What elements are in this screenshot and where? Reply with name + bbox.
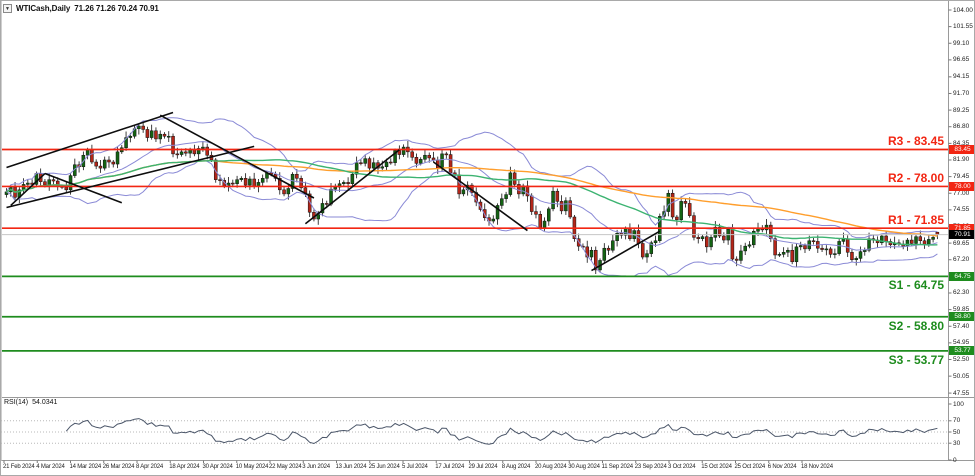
r2-level-label: R2 - 78.00 [887,171,944,186]
r1-price-tag: 71.85 [949,223,974,233]
price-tick-label: 86.80 [953,123,970,131]
current-price-tag: 70.91 [949,230,974,240]
date-tick-label: 4 Mar 2024 [36,464,65,470]
rsi-indicator-label: RSI(14) 54.0341 [4,399,57,406]
date-tick-label: 3 Oct 2024 [668,464,696,470]
price-tick-label: 89.25 [953,106,970,114]
r3-level-label: R3 - 83.45 [887,134,944,149]
price-tick-label: 54.95 [953,339,970,347]
date-tick-label: 30 Aug 2024 [568,464,600,470]
trend-line [6,145,255,209]
date-tick-label: 25 Jun 2024 [368,464,400,470]
trend-line [44,172,123,204]
date-tick-label: 17 Jul 2024 [435,464,465,470]
price-tick-label: 50.05 [953,372,970,380]
price-axis[interactable]: 104.00 101.55 99.10 96.65 94.15 91.70 89.25 86.… [949,1,974,464]
trend-line [591,230,661,272]
price-tick-label: 99.10 [953,39,970,47]
date-tick-label: 20 Aug 2024 [535,464,567,470]
price-tick-label: 62.30 [953,289,970,297]
collapse-button[interactable]: ▼ [3,3,12,13]
trend-line [304,149,400,225]
s1-level-label: S1 - 64.75 [888,278,944,293]
price-tick-label: 101.55 [953,23,973,31]
rsi-line [65,418,938,445]
rsi-tick-label: 70 [953,417,961,425]
price-tick-label: 74.55 [953,206,970,214]
rsi-value: 54.0341 [32,399,58,406]
date-tick-label: 5 Jul 2024 [402,464,428,470]
s1-price-tag: 64.75 [949,271,974,281]
price-tick-label: 67.20 [953,256,970,264]
date-tick-label: 25 Oct 2024 [734,464,766,470]
date-axis[interactable]: 21 Feb 2024 4 Mar 2024 14 Mar 2024 26 Mar 2… [1,461,974,475]
price-tick-label: 91.70 [953,89,970,97]
date-tick-label: 13 Jun 2024 [335,464,367,470]
date-tick-label: 18 Apr 2024 [169,464,200,470]
price-tick-label: 77.00 [953,189,970,197]
trend-line [6,111,174,169]
date-tick-label: 11 Sep 2024 [601,464,634,470]
price-tick-label: 59.85 [953,306,970,314]
r2-price-tag: 78.00 [949,181,974,191]
trend-line [10,172,46,207]
date-tick-label: 23 Sep 2024 [634,464,667,470]
date-tick-label: 3 Jun 2024 [302,464,330,470]
date-tick-label: 14 Mar 2024 [69,464,102,470]
rsi-tick-label: 0 [953,456,957,464]
price-tick-label: 84.35 [953,139,970,147]
date-tick-label: 10 May 2024 [235,464,269,470]
s2-level-label: S2 - 58.80 [888,318,944,333]
ohlc-quote-label: 71.26 71.26 70.24 70.91 [74,3,159,13]
price-tick-label: 57.40 [953,322,970,330]
price-tick-label: 94.15 [953,73,970,81]
pivot-level-labels: R3 - 83.45 R2 - 78.00 R1 - 71.85 S1 - 64.75… [1,1,974,460]
chart-title-bar: ▼ WTICash,Daily 71.26 71.26 70.24 70.91 [3,3,159,13]
date-tick-label: 8 Apr 2024 [136,464,164,470]
price-tick-label: 52.50 [953,356,970,363]
fast-ma-line [6,159,938,246]
date-tick-label: 15 Oct 2024 [701,464,732,470]
rsi-tick-label: 30 [953,439,961,447]
date-tick-label: 26 Mar 2024 [102,464,135,470]
bollinger-band-line [6,117,938,239]
rsi-tick-label: 100 [953,400,964,408]
date-tick-label: 22 May 2024 [269,464,302,470]
date-tick-label: 18 Nov 2024 [801,464,833,470]
s3-level-label: S3 - 53.77 [888,352,944,367]
price-tick-label: 104.00 [953,6,973,14]
date-tick-label: 21 Feb 2024 [3,464,35,470]
date-tick-label: 6 Nov 2024 [767,464,797,470]
price-tick-label: 47.55 [953,389,970,397]
r1-level-label: R1 - 71.85 [887,213,944,228]
trend-line [433,161,528,232]
bollinger-band-line [6,141,938,251]
s3-price-tag: 53.77 [949,346,974,356]
price-tick-label: 69.65 [953,239,970,247]
price-tick-label: 96.65 [953,56,970,64]
rsi-tick-label: 50 [953,428,961,436]
price-tick-label: 79.45 [953,173,970,181]
r3-price-tag: 83.45 [949,144,974,154]
price-tick-label: 81.90 [953,156,970,164]
date-tick-label: 8 Aug 2024 [501,464,531,470]
rsi-name: RSI(14) [4,399,29,406]
bollinger-band-line [6,159,938,278]
s2-price-tag: 58.80 [949,312,974,322]
trend-line [159,114,315,199]
symbol-period-label: WTICash,Daily [16,3,71,13]
date-tick-label: 29 Jul 2024 [468,464,498,470]
date-tick-label: 30 Apr 2024 [202,464,233,470]
